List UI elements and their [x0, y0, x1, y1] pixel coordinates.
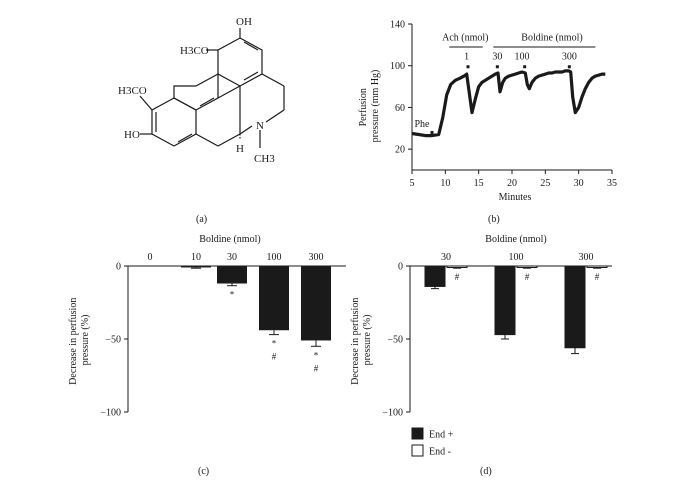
category-label-c: 30 — [227, 252, 237, 263]
trace-annotation: 1 — [464, 51, 469, 62]
bar-end-plus — [564, 265, 586, 349]
y-tick-label-d: −50 — [387, 335, 403, 346]
category-label-d: 300 — [579, 252, 594, 263]
category-label-d: 30 — [441, 252, 451, 263]
significance-mark-c: * — [314, 350, 319, 360]
bar-c — [259, 266, 289, 331]
bar-end-minus — [446, 265, 468, 268]
trace-annotation: Ach (nmol) — [442, 33, 488, 44]
panel-label-d: (d) — [480, 466, 492, 477]
y-tick-label-b: 100 — [390, 61, 405, 72]
h-label: H — [236, 143, 244, 155]
x-tick-label-b: 35 — [607, 178, 617, 189]
y-tick-label-b: 60 — [395, 103, 405, 114]
significance-mark-c: # — [272, 352, 277, 362]
injection-marker — [523, 65, 527, 69]
bar-c — [217, 266, 247, 284]
x-tick-label-b: 10 — [440, 178, 450, 189]
y-axis-title-c: Decrease in perfusion pressure (%) — [68, 295, 91, 385]
significance-mark-c: # — [314, 363, 319, 373]
y-axis-title-d: Decrease in perfusion pressure (%) — [350, 295, 373, 385]
legend-swatch-end-minus — [411, 444, 424, 457]
trace-annotation: 300 — [562, 51, 577, 62]
ho-label: HO — [124, 129, 140, 141]
bar-c — [301, 266, 331, 341]
panel-label-b: (b) — [488, 214, 500, 225]
x-tick-label-b: 25 — [540, 178, 550, 189]
ch3-label: CH3 — [254, 153, 275, 165]
bar-end-minus — [516, 265, 538, 268]
category-label-c: 300 — [309, 252, 324, 263]
h3co-label-left: H3CO — [118, 85, 147, 97]
trace-annotation: Boldine (nmol) — [521, 33, 582, 44]
x-axis-title-b: Minutes — [499, 192, 532, 203]
trace-annotation: Phe — [415, 119, 431, 130]
n-label: N — [256, 120, 264, 132]
pressure-trace-line — [411, 69, 606, 138]
y-tick-label-d: −100 — [382, 408, 403, 419]
y-tick-label-c: 0 — [116, 262, 121, 273]
trace-annotation: 100 — [515, 51, 530, 62]
x-tick-label-b: 5 — [410, 178, 415, 189]
significance-mark-d: # — [455, 272, 460, 282]
significance-mark-d: # — [595, 272, 600, 282]
x-tick-label-b: 30 — [574, 178, 584, 189]
x-tick-label-b: 20 — [507, 178, 517, 189]
oh-label: OH — [236, 16, 252, 28]
significance-mark-c: * — [272, 339, 277, 349]
category-label-d: 100 — [509, 252, 524, 263]
injection-marker — [495, 65, 499, 69]
panel-label-a: (a) — [196, 214, 207, 225]
significance-mark-d: # — [525, 272, 530, 282]
category-label-c: 10 — [191, 252, 201, 263]
y-tick-label-c: −50 — [105, 335, 121, 346]
h3co-label-top: H3CO — [180, 45, 209, 57]
bar-end-minus — [586, 265, 608, 268]
y-tick-label-b: 140 — [390, 20, 405, 31]
legend-label: End + — [429, 430, 454, 441]
bar-end-plus — [424, 265, 446, 287]
chart-title-c: Boldine (nmol) — [199, 234, 260, 245]
legend-label: End - — [429, 447, 451, 458]
significance-mark-c: * — [230, 290, 235, 300]
panel-label-c: (c) — [198, 466, 209, 477]
legend-swatch-end-plus — [411, 427, 424, 440]
y-tick-label-c: −100 — [100, 408, 121, 419]
category-label-c: 100 — [267, 252, 282, 263]
trace-annotation: 30 — [492, 51, 502, 62]
category-label-c: 0 — [148, 252, 153, 263]
x-tick-label-b: 15 — [474, 178, 484, 189]
chart-title-d: Boldine (nmol) — [485, 234, 546, 245]
injection-marker — [430, 130, 434, 134]
y-tick-label-d: 0 — [398, 262, 403, 273]
y-axis-title-b: Perfusion pressure (mm Hg) — [358, 70, 381, 143]
injection-marker — [567, 65, 571, 69]
bar-end-plus — [494, 265, 516, 336]
y-tick-label-b: 20 — [395, 145, 405, 156]
injection-marker — [466, 65, 470, 69]
bar-c — [181, 266, 211, 268]
